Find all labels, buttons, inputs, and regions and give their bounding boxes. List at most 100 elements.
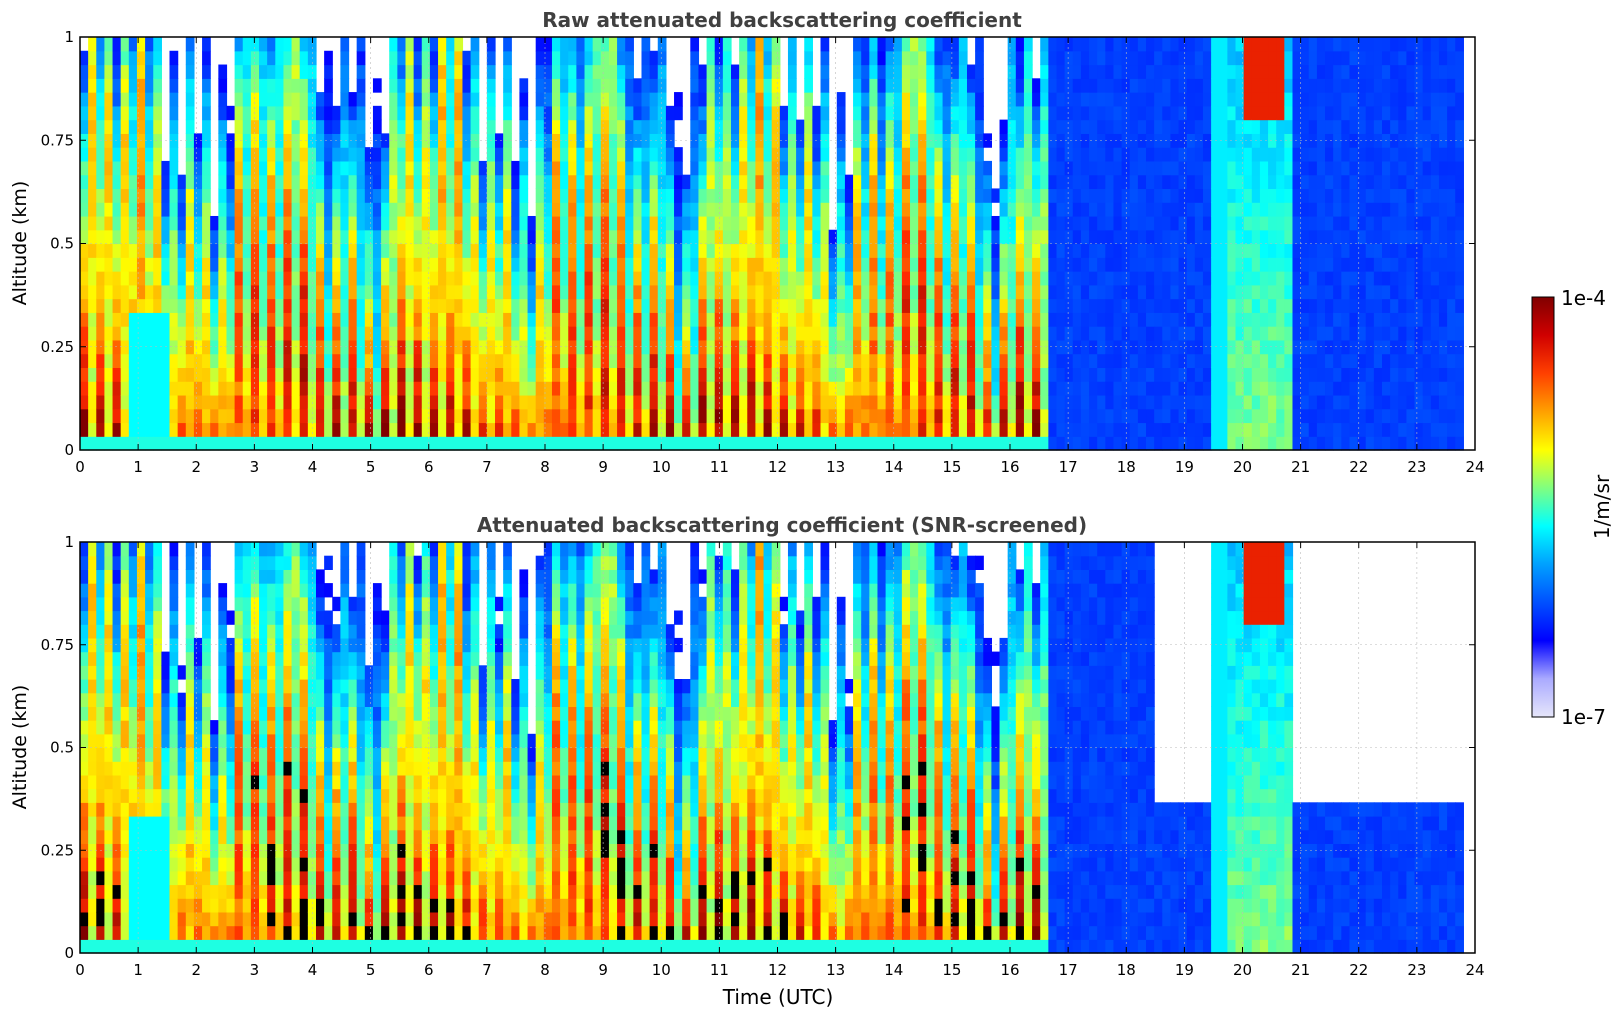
heatmap-cell <box>853 188 862 203</box>
heatmap-cell <box>1316 271 1326 286</box>
heatmap-cell <box>934 353 944 368</box>
heatmap-cell <box>568 394 577 410</box>
heatmap-cell <box>1219 394 1228 410</box>
heatmap-cell <box>478 215 488 231</box>
heatmap-cell <box>763 326 773 341</box>
heatmap-cell <box>1398 78 1408 93</box>
heatmap-cell <box>804 298 813 313</box>
heatmap-cell <box>910 436 919 451</box>
heatmap-cell <box>348 408 358 424</box>
heatmap-cell <box>234 92 244 107</box>
heatmap-cell <box>560 353 569 368</box>
heatmap-cell <box>80 326 89 341</box>
heatmap-cell <box>665 215 675 231</box>
heatmap-cell <box>218 202 228 217</box>
heatmap-cell <box>1146 422 1155 437</box>
heatmap-cell <box>389 353 398 368</box>
heatmap-cell <box>966 119 976 134</box>
heatmap-cell <box>950 422 960 437</box>
heatmap-cell <box>372 257 382 272</box>
heatmap-cell <box>1194 160 1204 176</box>
heatmap-cell <box>1178 50 1188 66</box>
heatmap-cell <box>169 64 179 79</box>
heatmap-cell <box>690 436 700 451</box>
heatmap-cell <box>763 78 773 93</box>
heatmap-cell <box>1170 326 1180 341</box>
heatmap-cell <box>1040 119 1049 134</box>
heatmap-cell <box>291 229 301 245</box>
heatmap-cell <box>1325 422 1334 437</box>
heatmap-cell <box>446 37 455 52</box>
heatmap-cell <box>1227 436 1237 451</box>
heatmap-cell <box>1349 243 1359 258</box>
heatmap-cell <box>836 229 846 245</box>
heatmap-cell <box>1349 367 1359 382</box>
heatmap-cell <box>869 271 879 286</box>
heatmap-cell <box>950 436 960 451</box>
heatmap-cell <box>1219 160 1228 176</box>
heatmap-cell <box>1015 174 1025 190</box>
heatmap-cell <box>372 353 382 368</box>
heatmap-cell <box>787 339 797 355</box>
heatmap-cell <box>1097 408 1106 424</box>
heatmap-cell <box>104 215 114 231</box>
heatmap-cell <box>836 188 846 203</box>
heatmap-cell <box>1080 367 1090 382</box>
heatmap-cell <box>600 78 610 93</box>
heatmap-cell <box>470 367 480 382</box>
heatmap-cell <box>1243 174 1253 190</box>
heatmap-cell <box>576 298 586 313</box>
heatmap-cell <box>372 381 382 396</box>
heatmap-cell <box>193 215 203 231</box>
heatmap-cell <box>1056 243 1066 258</box>
heatmap-cell <box>128 174 138 190</box>
heatmap-cell <box>381 133 390 148</box>
heatmap-cell <box>413 436 423 451</box>
heatmap-cell <box>128 37 138 52</box>
heatmap-cell <box>934 188 944 203</box>
heatmap-cell <box>1284 133 1294 148</box>
heatmap-cell <box>1414 147 1424 162</box>
heatmap-cell <box>1170 298 1180 313</box>
heatmap-cell <box>1162 50 1172 66</box>
heatmap-cell <box>153 133 162 148</box>
heatmap-cell <box>486 243 496 258</box>
heatmap-cell <box>503 105 512 121</box>
heatmap-cell <box>405 243 415 258</box>
heatmap-cell <box>462 422 472 437</box>
heatmap-cell <box>682 257 691 272</box>
heatmap-cell <box>1129 78 1139 93</box>
heatmap-cell <box>1178 353 1188 368</box>
heatmap-cell <box>226 284 236 300</box>
heatmap-cell <box>405 78 415 93</box>
heatmap-cell <box>975 257 984 272</box>
heatmap-cell <box>88 229 97 245</box>
heatmap-cell <box>1251 367 1261 382</box>
heatmap-cell <box>405 408 415 424</box>
heatmap-cell <box>511 408 521 424</box>
heatmap-cell <box>145 147 154 162</box>
heatmap-cell <box>617 394 626 410</box>
heatmap-cell <box>543 422 553 437</box>
heatmap-cell <box>771 312 781 327</box>
heatmap-cell <box>861 422 870 437</box>
heatmap-cell <box>731 408 740 424</box>
heatmap-cell <box>1170 105 1180 121</box>
heatmap-cell <box>389 188 398 203</box>
heatmap-cell <box>535 367 545 382</box>
heatmap-cell <box>625 271 634 286</box>
heatmap-cell <box>1235 188 1245 203</box>
heatmap-cell <box>1146 105 1155 121</box>
heatmap-cell <box>503 243 512 258</box>
heatmap-cell <box>1365 105 1375 121</box>
heatmap-cell <box>1325 64 1334 79</box>
heatmap-cell <box>1162 312 1172 327</box>
heatmap-cell <box>1186 367 1196 382</box>
heatmap-cell <box>966 312 976 327</box>
heatmap-cell <box>1365 92 1375 107</box>
heatmap-cell <box>315 215 325 231</box>
heatmap-cell <box>934 394 944 410</box>
heatmap-cell <box>739 353 748 368</box>
heatmap-cell <box>1227 215 1237 231</box>
heatmap-cell <box>682 271 691 286</box>
